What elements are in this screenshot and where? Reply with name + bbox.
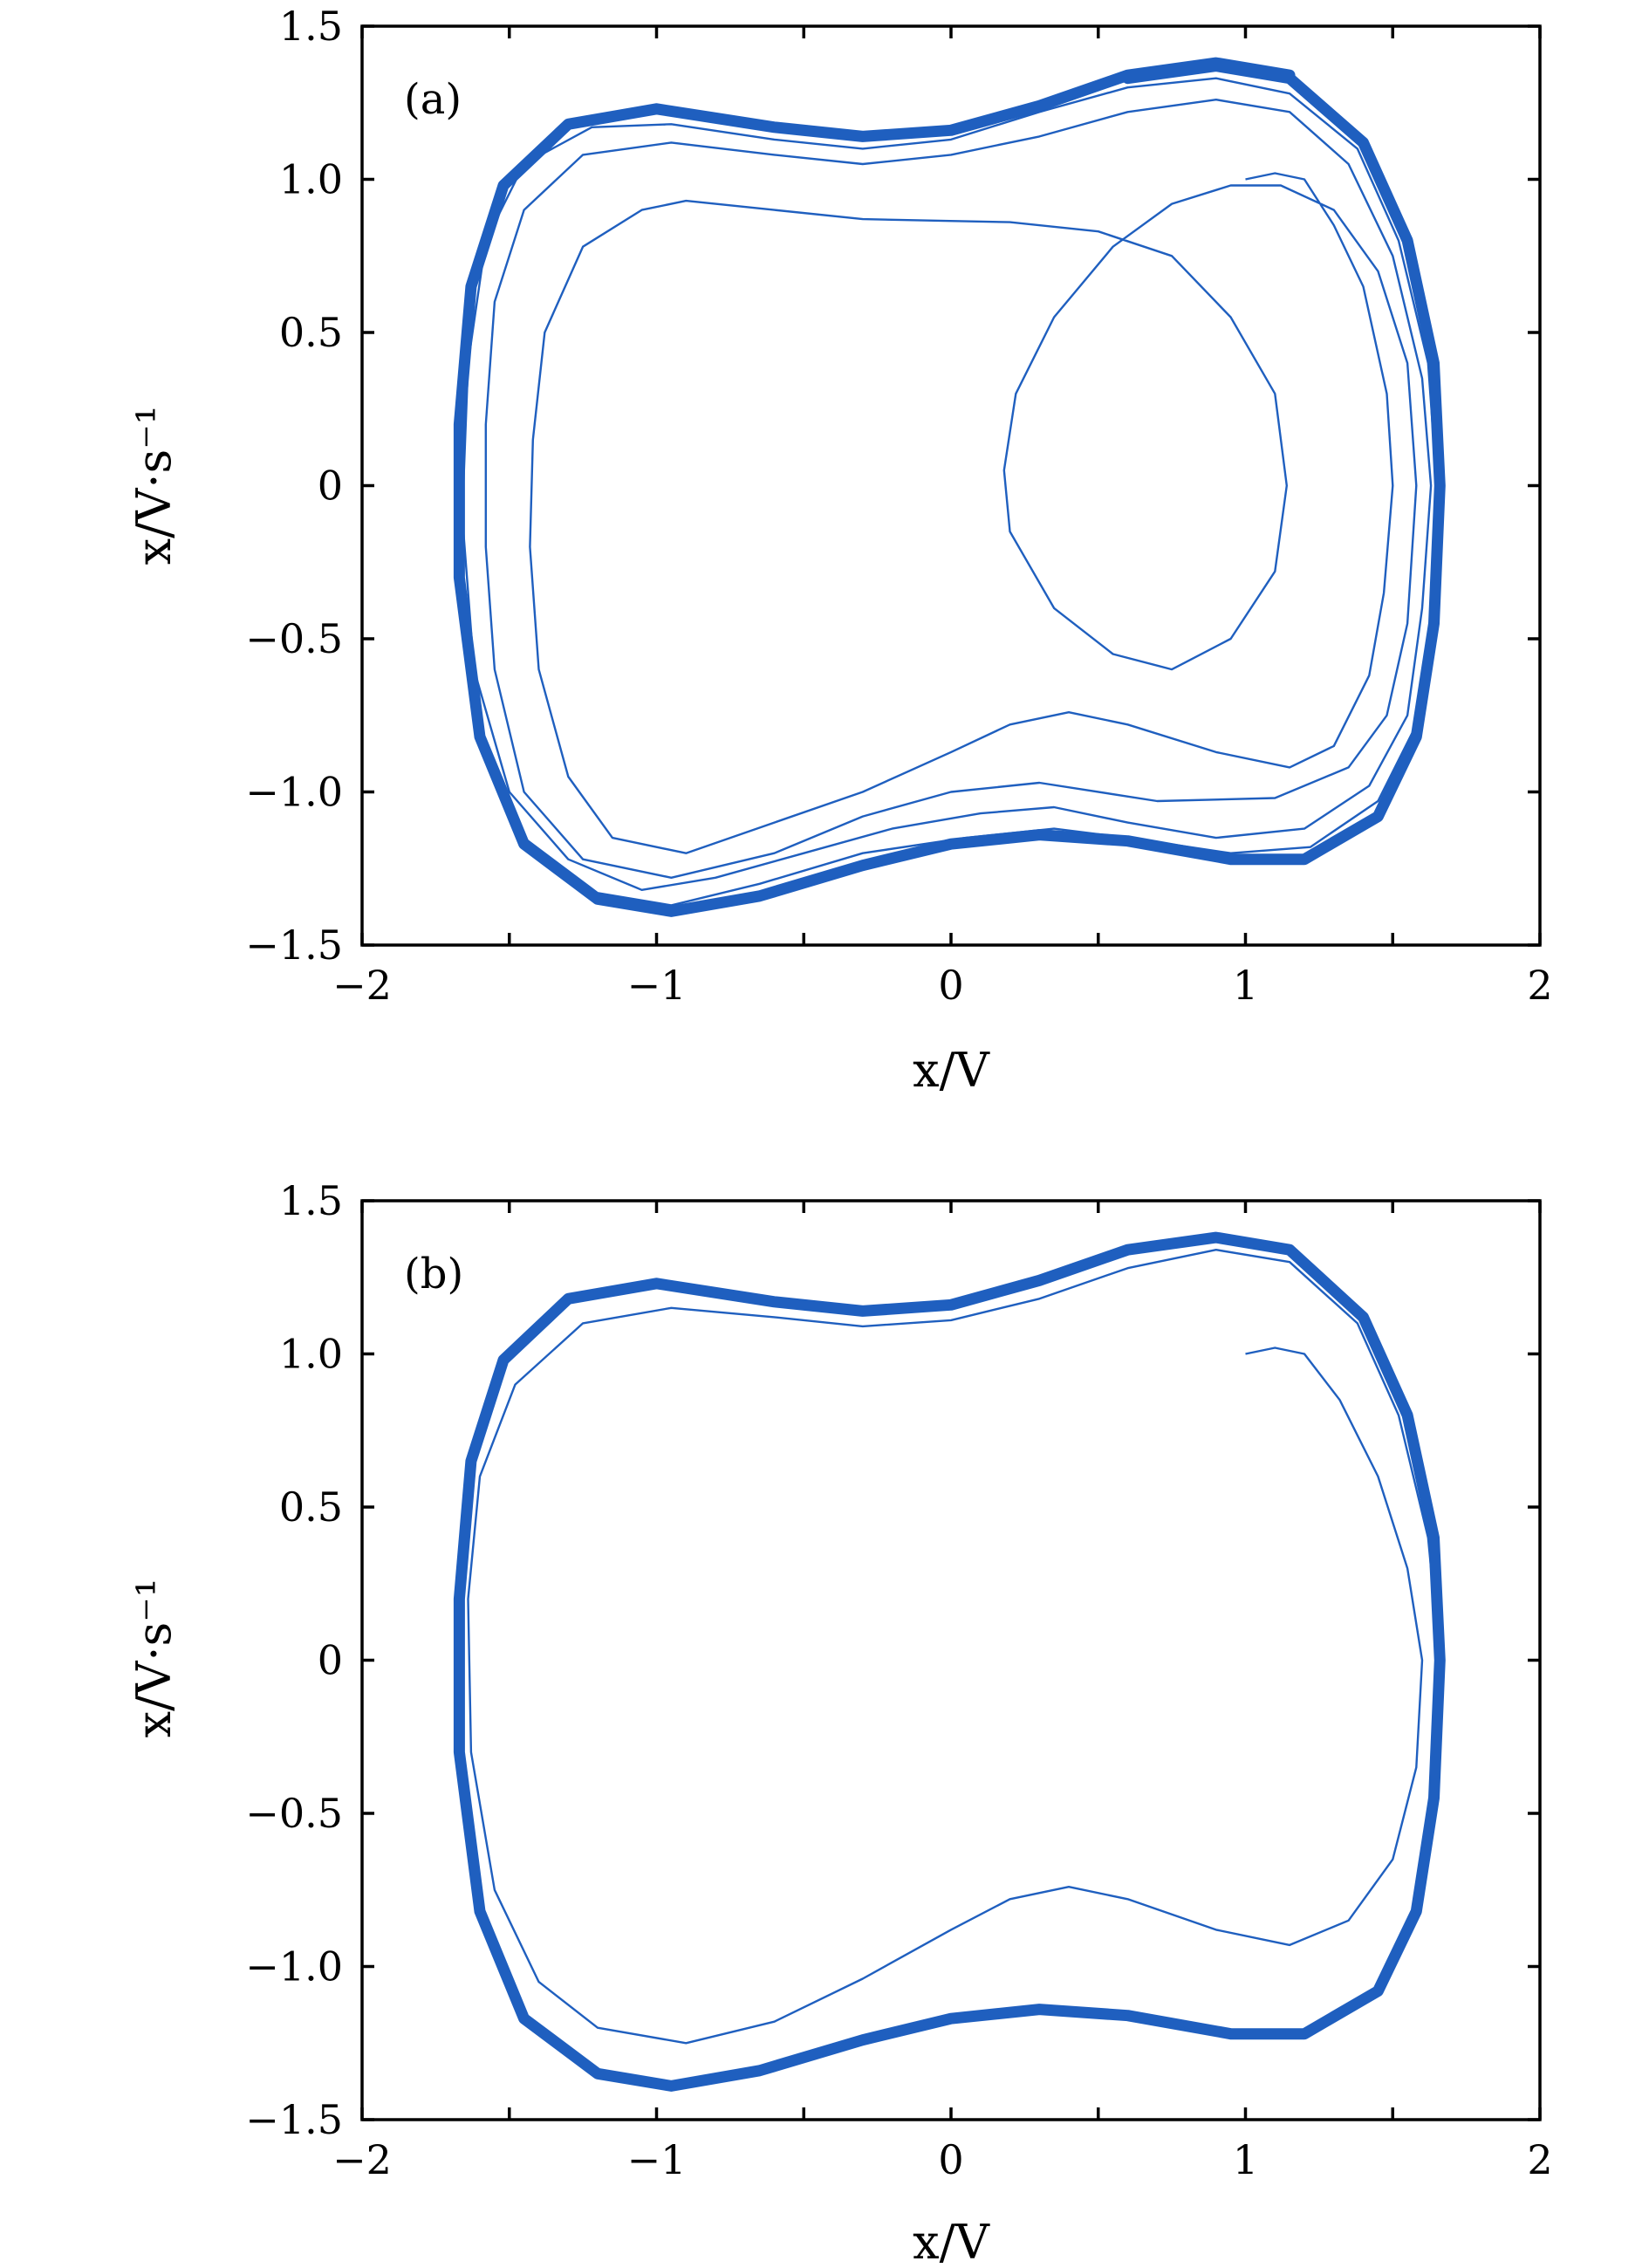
x-axis-label: x/V xyxy=(913,1043,990,1098)
tick-labels: −2 −1 0 1 2 −1.5 −1.0 −0.5 0 0.5 1.0 1.5 xyxy=(245,3,1552,1009)
x-tick-label: 0 xyxy=(938,962,963,1009)
x-tick-label: 1 xyxy=(1233,962,1258,1009)
limit-cycle-band xyxy=(453,57,1446,917)
y-axis-label: x/V·s⁻¹ xyxy=(127,406,181,565)
limit-cycle-band xyxy=(453,1231,1446,2092)
y-tick-label: 0 xyxy=(318,463,343,510)
x-tick-label: −1 xyxy=(627,962,687,1009)
panel-b: −2 −1 0 1 2 −1.5 −1.0 −0.5 0 0.5 1.0 1.5 (b) x/V x/… xyxy=(127,1177,1553,2268)
y-tick-label: 1.0 xyxy=(279,1331,343,1378)
y-tick-label: 1.5 xyxy=(279,1177,343,1224)
y-tick-label: −0.5 xyxy=(245,615,343,662)
y-tick-label: 0 xyxy=(318,1637,343,1684)
y-tick-label: 0.5 xyxy=(279,309,343,356)
phase-trajectory xyxy=(458,1236,1441,2087)
x-tick-label: 2 xyxy=(1527,962,1552,1009)
y-tick-label: 1.5 xyxy=(279,3,343,50)
panel-label: (a) xyxy=(404,75,462,124)
phase-trajectory xyxy=(458,61,1441,913)
y-tick-label: −1.5 xyxy=(245,2096,343,2143)
x-tick-label: −2 xyxy=(332,2136,392,2183)
panel-label: (b) xyxy=(404,1250,463,1298)
tick-labels: −2 −1 0 1 2 −1.5 −1.0 −0.5 0 0.5 1.0 1.5 xyxy=(245,1177,1552,2183)
y-axis-label: x/V·s⁻¹ xyxy=(127,1579,181,1738)
tick-marks xyxy=(360,1199,1542,2121)
x-tick-label: 0 xyxy=(938,2136,963,2183)
y-tick-label: −0.5 xyxy=(245,1790,343,1837)
y-tick-label: 0.5 xyxy=(279,1483,343,1531)
x-tick-label: −1 xyxy=(627,2136,687,2183)
x-axis-label: x/V xyxy=(913,2215,990,2268)
y-tick-label: −1.5 xyxy=(245,922,343,969)
x-tick-label: 2 xyxy=(1527,2136,1552,2183)
tick-marks xyxy=(360,24,1542,947)
x-tick-label: −2 xyxy=(332,962,392,1009)
y-tick-label: −1.0 xyxy=(245,769,343,816)
x-tick-label: 1 xyxy=(1233,2136,1258,2183)
y-tick-label: −1.0 xyxy=(245,1943,343,1990)
y-tick-label: 1.0 xyxy=(279,156,343,203)
panel-a: −2 −1 0 1 2 −1.5 −1.0 −0.5 0 0.5 1.0 1.5 (a) x/V x/… xyxy=(127,3,1553,1098)
